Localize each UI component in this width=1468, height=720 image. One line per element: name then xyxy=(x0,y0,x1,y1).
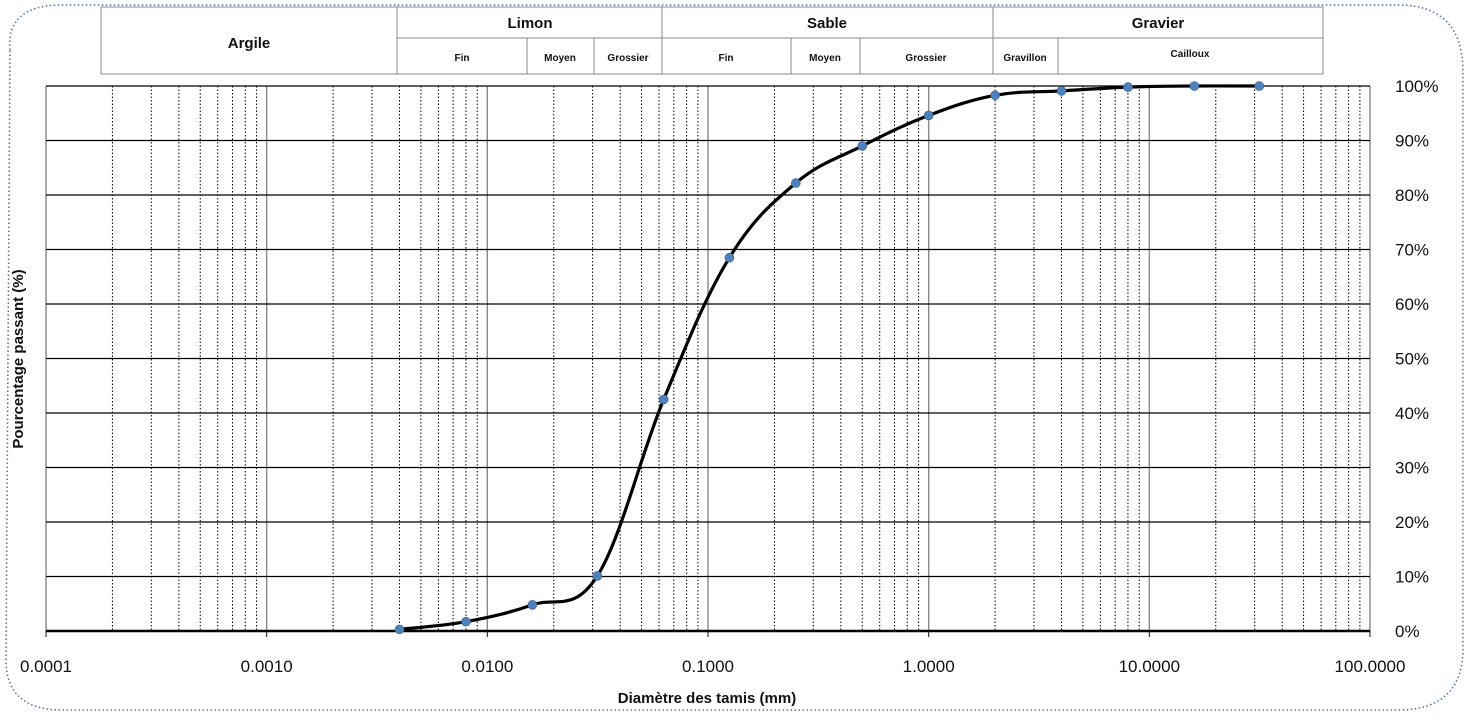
data-point xyxy=(990,90,1000,101)
y-tick-label: 0% xyxy=(1395,622,1420,641)
data-point xyxy=(1254,81,1265,91)
data-point xyxy=(527,600,538,610)
x-axis-ticks: 0.0001 0.0010 0.0100 0.1000 1.0000 10.0000 100… xyxy=(20,657,1405,676)
y-tick-label: 70% xyxy=(1395,241,1429,260)
group-label-argile: Argile xyxy=(228,35,271,52)
data-point xyxy=(1056,86,1067,96)
data-point xyxy=(461,616,471,627)
data-point xyxy=(592,571,603,581)
data-point xyxy=(857,141,868,151)
data-point xyxy=(394,624,405,635)
x-axis-title: Diamètre des tamis (mm) xyxy=(618,690,796,707)
data-point xyxy=(923,110,934,121)
data-point xyxy=(658,394,669,405)
y-tick-label: 20% xyxy=(1395,513,1429,532)
y-tick-label: 60% xyxy=(1395,295,1429,314)
group-label-gravier: Gravier xyxy=(1132,15,1185,32)
data-points xyxy=(394,81,1265,635)
x-tick-label: 1.0000 xyxy=(903,657,955,676)
header-outer xyxy=(100,6,1324,75)
data-point xyxy=(791,178,801,188)
chart-border xyxy=(5,4,1464,711)
gradation-curve xyxy=(399,84,1260,631)
y-tick-label: 40% xyxy=(1395,404,1429,423)
y-tick-label: 50% xyxy=(1395,350,1429,369)
classification-table: Argile Limon Sable Gravier Fin Moyen Gro… xyxy=(100,6,1324,75)
sub-label-limon-fin: Fin xyxy=(455,53,470,64)
series-line xyxy=(399,84,1260,631)
sub-label-sable-grossier: Grossier xyxy=(905,53,946,64)
y-axis-title: Pourcentage passant (%) xyxy=(10,269,27,448)
group-label-sable: Sable xyxy=(807,15,847,32)
grid xyxy=(45,85,1371,637)
x-tick-label: 0.0001 xyxy=(20,657,72,676)
y-tick-label: 90% xyxy=(1395,132,1429,151)
y-tick-label: 30% xyxy=(1395,459,1429,478)
sub-label-limon-grossier: Grossier xyxy=(607,53,648,64)
x-tick-label: 100.0000 xyxy=(1335,657,1406,676)
sub-label-limon-moyen: Moyen xyxy=(544,53,576,64)
data-point xyxy=(1123,82,1133,92)
group-label-limon: Limon xyxy=(508,15,553,32)
x-tick-label: 0.0100 xyxy=(461,657,513,676)
sub-label-sable-fin: Fin xyxy=(719,53,734,64)
sub-label-cailloux: Cailloux xyxy=(1171,49,1210,60)
sub-label-sable-moyen: Moyen xyxy=(809,53,841,64)
y-axis-ticks: 0% 10% 20% 30% 40% 50% 60% 70% 80% 90% 100% xyxy=(1395,77,1438,641)
x-tick-label: 10.0000 xyxy=(1119,657,1180,676)
y-tick-label: 10% xyxy=(1395,568,1429,587)
x-tick-label: 0.1000 xyxy=(682,657,734,676)
data-point xyxy=(1189,81,1200,91)
data-point xyxy=(724,252,735,263)
y-tick-label: 100% xyxy=(1395,77,1438,96)
sub-label-gravillon: Gravillon xyxy=(1003,53,1046,64)
x-tick-label: 0.0010 xyxy=(241,657,293,676)
y-tick-label: 80% xyxy=(1395,186,1429,205)
